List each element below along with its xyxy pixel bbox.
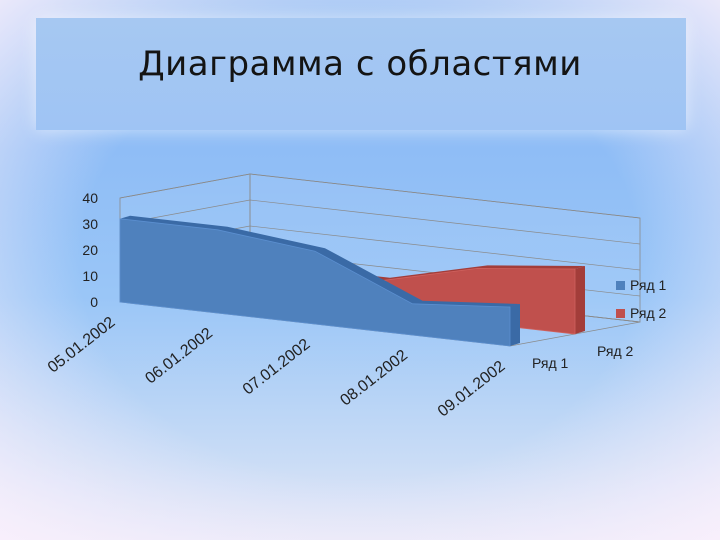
x-category-label: 08.01.2002 bbox=[337, 347, 411, 410]
area-series-0 bbox=[119, 218, 511, 347]
y-tick-label: 40 bbox=[82, 190, 98, 206]
legend-label: Ряд 1 bbox=[630, 277, 667, 293]
x-category-label: 09.01.2002 bbox=[435, 358, 509, 421]
title-band bbox=[36, 18, 686, 130]
y-tick-label: 10 bbox=[82, 268, 98, 284]
legend-label: Ряд 2 bbox=[630, 305, 667, 321]
x-category-label: 05.01.2002 bbox=[45, 314, 119, 377]
legend-swatch-1 bbox=[616, 309, 625, 318]
y-tick-label: 30 bbox=[82, 216, 98, 232]
area-side-0 bbox=[510, 304, 520, 346]
depth-axis-label: Ряд 1 bbox=[532, 355, 569, 371]
legend-swatch-0 bbox=[616, 281, 625, 290]
y-tick-label: 0 bbox=[90, 294, 98, 310]
area-side-1 bbox=[575, 266, 585, 334]
slide-title: Диаграмма с областями bbox=[138, 44, 582, 84]
gridline-40 bbox=[119, 173, 641, 219]
depth-axis-label: Ряд 2 bbox=[597, 343, 634, 359]
y-tick-label: 20 bbox=[82, 242, 98, 258]
gridline-30 bbox=[119, 199, 641, 245]
x-category-label: 06.01.2002 bbox=[142, 325, 216, 388]
x-category-label: 07.01.2002 bbox=[240, 336, 314, 399]
